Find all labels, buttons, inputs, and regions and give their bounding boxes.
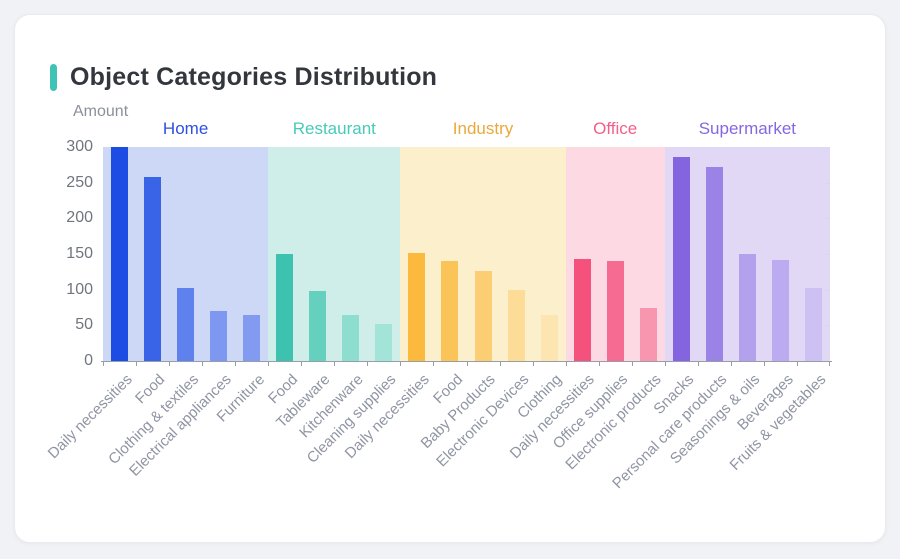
right-axis-tick (825, 182, 830, 184)
chart-card: Object Categories Distribution Amount Ho… (14, 14, 886, 543)
chart-bar-restaurant-food[interactable] (276, 254, 294, 361)
y-axis-tick-label-50: 50 (75, 316, 93, 334)
chart-bar-supermarket-fruits-vegetables[interactable] (804, 288, 822, 361)
chart-bar-restaurant-kitchenware[interactable] (342, 314, 360, 361)
x-axis-tick (202, 361, 204, 366)
x-axis-tick (169, 361, 171, 366)
x-axis-tick (829, 361, 830, 366)
chart-bar-restaurant-cleaning-supplies[interactable] (375, 323, 393, 361)
chart-bar-home-furniture[interactable] (243, 314, 261, 361)
x-axis-tick (301, 361, 303, 366)
chart-bar-office-office-supplies[interactable] (606, 261, 624, 361)
x-axis-tick (532, 361, 534, 366)
x-axis-tick (268, 361, 270, 366)
chart-bar-industry-baby-products[interactable] (474, 271, 492, 361)
chart-bar-office-daily-necessities[interactable] (573, 259, 591, 361)
y-axis-tick-label-0: 0 (84, 352, 93, 369)
y-axis-tick-label-200: 200 (66, 209, 93, 227)
chart-bar-home-daily-necessities[interactable] (111, 147, 129, 361)
x-axis-tick (466, 361, 468, 366)
x-axis-tick (598, 361, 600, 366)
right-axis-tick (825, 325, 830, 327)
chart-bar-office-electronic-products[interactable] (639, 307, 657, 361)
x-axis-tick (433, 361, 435, 366)
x-axis-tick (334, 361, 336, 366)
group-header-home: Home (162, 119, 209, 138)
chart-bar-industry-food[interactable] (441, 261, 459, 361)
right-axis-tick (825, 289, 830, 291)
chart-bar-home-food[interactable] (144, 176, 162, 361)
right-axis-tick (825, 254, 830, 255)
chart-bar-home-clothing-textiles[interactable] (177, 287, 195, 361)
chart-bar-industry-electronic-devices[interactable] (507, 289, 525, 361)
title-accent-bar (50, 64, 57, 91)
chart-bar-home-electrical-appliances[interactable] (210, 311, 228, 361)
card-header: Object Categories Distribution (50, 63, 437, 92)
chart-bar-industry-daily-necessities[interactable] (408, 252, 426, 361)
page-title: Object Categories Distribution (70, 63, 438, 91)
x-axis-tick (499, 361, 501, 366)
chart-bar-restaurant-tableware[interactable] (309, 291, 327, 361)
x-axis-tick (103, 361, 104, 366)
chart-bar-industry-clothing[interactable] (540, 315, 558, 361)
group-header-office: Office (593, 119, 638, 138)
x-axis-tick (631, 361, 633, 366)
chart-bar-supermarket-snacks[interactable] (672, 157, 690, 361)
group-header-supermarket: Supermarket (698, 119, 797, 138)
x-axis-tick (697, 361, 699, 366)
chart-bar-supermarket-personal-care-products[interactable] (705, 166, 723, 361)
x-axis-tick (235, 361, 237, 366)
x-axis-tick (763, 361, 765, 366)
y-axis-tick-label-150: 150 (66, 245, 93, 262)
x-axis-tick (796, 361, 798, 366)
x-axis-tick (400, 361, 402, 366)
x-axis-tick (664, 361, 666, 366)
bar-chart-plot-area: Home Daily necessities Food Clothing & text… (45, 119, 832, 492)
x-axis-tick (730, 361, 732, 366)
y-axis-title: Amount (73, 103, 129, 120)
group-header-restaurant: Restaurant (292, 119, 376, 138)
group-header-industry: Industry (452, 119, 514, 138)
y-axis-tick-label-300: 300 (66, 138, 93, 155)
chart-bar-supermarket-beverages[interactable] (771, 259, 789, 361)
chart-bar-supermarket-seasonings-oils[interactable] (738, 254, 756, 361)
right-axis-tick (825, 218, 830, 220)
x-axis-tick (565, 361, 567, 366)
y-axis-tick-label-250: 250 (66, 173, 93, 191)
x-axis-tick (367, 361, 369, 366)
y-axis-tick-label-100: 100 (66, 280, 93, 298)
x-axis-tick (136, 361, 138, 366)
